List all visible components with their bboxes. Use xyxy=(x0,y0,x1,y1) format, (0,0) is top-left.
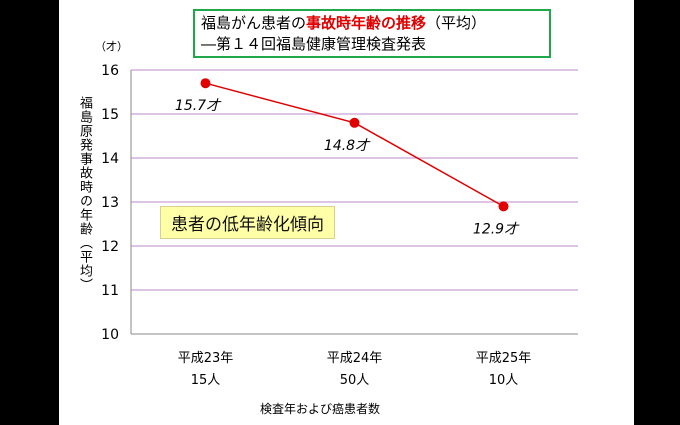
data-point xyxy=(498,201,509,212)
x-tick-label-year: 平成23年 xyxy=(178,351,234,366)
x-axis-label: 検査年および癌患者数 xyxy=(260,402,381,416)
y-tick-label: 16 xyxy=(101,63,119,79)
x-tick-label-count: 10人 xyxy=(489,373,519,388)
chart-title: 福島がん患者の事故時年齢の推移（平均） ―第１４回福島健康管理検査発表 xyxy=(193,9,551,58)
y-tick-label: 11 xyxy=(101,283,119,299)
data-point xyxy=(200,78,211,89)
trend-note: 患者の低年齢化傾向 xyxy=(160,206,335,239)
data-label: 12.9才 xyxy=(473,221,520,237)
y-tick-label: 13 xyxy=(101,195,119,211)
title-line-2: ―第１４回福島健康管理検査発表 xyxy=(201,35,427,53)
title-suffix: （平均） xyxy=(426,14,487,32)
y-axis-label: 福島原発事故時の年齢（平均） xyxy=(77,96,92,292)
data-label: 15.7才 xyxy=(175,98,222,114)
x-tick-label-count: 15人 xyxy=(191,373,221,388)
x-tick-label-year: 平成24年 xyxy=(327,351,383,366)
y-tick-label: 14 xyxy=(101,151,119,167)
y-unit-label: （才） xyxy=(95,40,128,53)
title-highlight: 事故時年齢の推移 xyxy=(306,14,427,32)
y-tick-label: 15 xyxy=(101,107,119,123)
y-tick-label: 12 xyxy=(101,239,119,255)
data-point xyxy=(349,117,360,128)
x-tick-label-year: 平成25年 xyxy=(476,351,532,366)
title-line-1: 福島がん患者の事故時年齢の推移（平均） xyxy=(201,13,543,34)
slide xyxy=(59,0,634,425)
x-tick-label-count: 50人 xyxy=(340,373,370,388)
data-label: 14.8才 xyxy=(324,138,371,154)
title-prefix: 福島がん患者の xyxy=(201,14,307,32)
y-tick-label: 10 xyxy=(101,327,119,343)
